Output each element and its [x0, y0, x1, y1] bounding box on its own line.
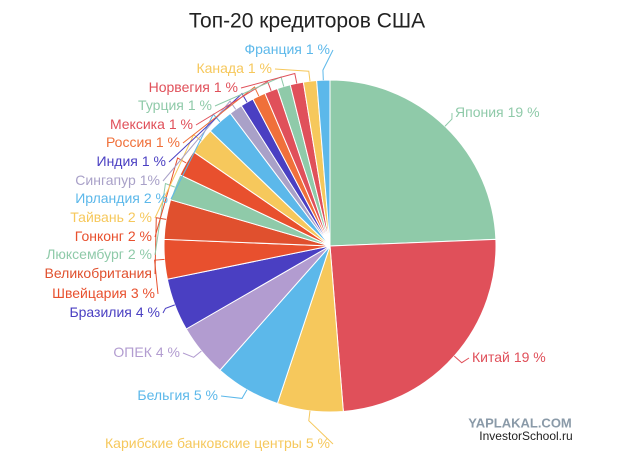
category-label: Мексика [110, 116, 165, 132]
slice-label: Тайвань 2 % [70, 209, 152, 225]
category-label: Канада [196, 60, 244, 76]
slice-label: Люксембург 2 % [46, 246, 152, 262]
category-label: ОПЕК [113, 344, 152, 360]
value-label: 2 % [128, 209, 152, 225]
category-label: Тайвань [70, 209, 124, 225]
slice-label: Сингапур 1% [75, 172, 160, 188]
leader-line [182, 86, 260, 144]
leader-line [162, 100, 237, 182]
chart-title: Топ-20 кредиторов США [189, 10, 425, 33]
leader-line [220, 389, 248, 399]
value-label: 1 % [214, 79, 238, 95]
category-label: Ирландия [75, 190, 140, 206]
leader-line [154, 157, 187, 238]
slice-label: Бельгия 5 % [137, 387, 218, 403]
value-label: 1 % [142, 153, 166, 169]
watermark-box [462, 428, 590, 446]
slice-label: Китай 19 % [472, 349, 546, 365]
slice-label: Гонконг 2 % [75, 228, 152, 244]
value-label: 2 % [144, 190, 168, 206]
watermark: YAPLAKAL.COM [468, 415, 572, 430]
leader-line [154, 217, 167, 275]
leader-line [195, 80, 272, 126]
leader-line [182, 350, 202, 358]
category-label: Сингапур [75, 172, 136, 188]
slice-label: Ирландия 2 % [75, 190, 168, 206]
leader-line [154, 258, 165, 295]
value-label: 5 % [194, 387, 218, 403]
pie-slice [329, 79, 497, 247]
value-label: 2 % [128, 228, 152, 244]
value-label: 19 % [508, 104, 540, 120]
category-label: Швейцария [52, 285, 127, 301]
category-label: Бразилия [69, 304, 131, 320]
value-label: 2 % [128, 246, 152, 262]
value-label: 19 % [514, 349, 546, 365]
slice-label: Индия 1 % [97, 153, 167, 169]
value-label: 4 % [136, 304, 160, 320]
category-label: Китай [472, 349, 510, 365]
slice-label: Канада 1 % [196, 60, 272, 76]
value-label: 1 % [248, 60, 272, 76]
category-label: Бельгия [137, 387, 189, 403]
slice-label: Мексика 1 % [110, 116, 193, 132]
value-label: 4 % [156, 344, 180, 360]
slice-label: Швейцария 3 % [52, 285, 155, 301]
leader-line [162, 304, 175, 314]
slice-label: Великобритания [44, 265, 152, 281]
slice-label: Франция 1 % [245, 41, 331, 57]
category-label: Норвегия [149, 79, 210, 95]
slice-label: Норвегия 1 % [149, 79, 238, 95]
leader-line [444, 112, 453, 127]
pie-slice [329, 238, 497, 413]
leader-line [154, 182, 175, 256]
value-label: 5 % [306, 435, 330, 451]
pie-slice [316, 79, 331, 247]
category-label: Индия [97, 153, 138, 169]
category-label: Турция [138, 97, 184, 113]
slice-label: Россия 1 % [106, 134, 180, 150]
value-label: 1 % [188, 97, 212, 113]
watermark: InvestorSchool.ru [479, 429, 572, 443]
leader-line [322, 49, 334, 81]
value-label: 3 % [131, 285, 155, 301]
slice-label: Карибские банковские центры 5 % [105, 435, 330, 451]
category-label: Россия [106, 134, 152, 150]
category-label: Франция [245, 41, 302, 57]
value-label: 1% [140, 172, 160, 188]
category-label: Гонконг [75, 228, 124, 244]
category-label: Карибские банковские центры [105, 435, 302, 451]
value-label: 1 % [306, 41, 330, 57]
slice-label: Бразилия 4 % [69, 304, 160, 320]
category-label: Люксембург [46, 246, 124, 262]
slice-label: ОПЕК 4 % [113, 344, 180, 360]
leader-line [274, 68, 311, 82]
value-label: 1 % [169, 116, 193, 132]
category-label: Япония [455, 104, 504, 120]
leader-line [308, 410, 334, 445]
leader-line [240, 72, 298, 89]
value-label: 1 % [156, 134, 180, 150]
category-label: Великобритания [44, 265, 152, 281]
slice-label: Турция 1 % [138, 97, 212, 113]
slice-label: Япония 19 % [455, 104, 540, 120]
leader-line [453, 355, 470, 364]
